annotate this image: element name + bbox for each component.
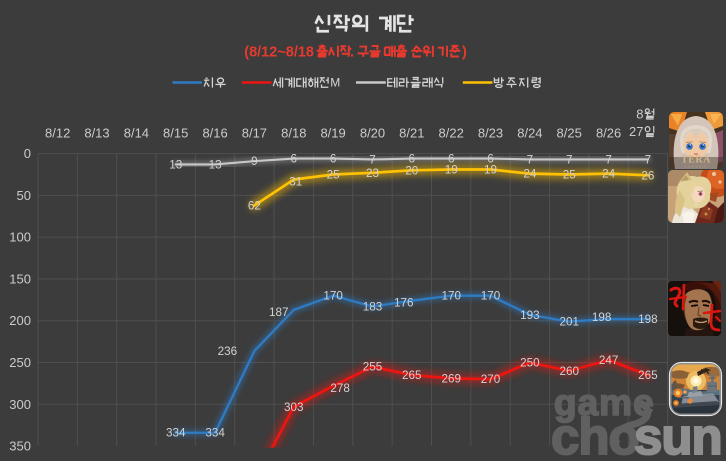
svg-text:8/23: 8/23 (478, 126, 503, 141)
svg-text:TERA: TERA (681, 155, 711, 166)
svg-text:8/25: 8/25 (557, 126, 582, 141)
svg-text:.: . (350, 45, 354, 61)
svg-text:170: 170 (323, 290, 343, 303)
svg-text:350: 350 (9, 439, 31, 454)
svg-text:8/24: 8/24 (517, 126, 542, 141)
svg-text:(8/12~8/18: (8/12~8/18 (244, 45, 314, 61)
svg-text:23: 23 (366, 167, 379, 180)
svg-text:8/21: 8/21 (399, 126, 424, 141)
svg-text:8/22: 8/22 (439, 126, 464, 141)
svg-text:20: 20 (405, 164, 419, 177)
svg-text:170: 170 (441, 290, 461, 303)
svg-text:25: 25 (327, 169, 341, 182)
svg-text:8/17: 8/17 (242, 126, 267, 141)
svg-text:6: 6 (487, 153, 494, 166)
svg-text:183: 183 (363, 301, 383, 314)
svg-text:8/20: 8/20 (360, 126, 385, 141)
svg-text:198: 198 (638, 313, 658, 326)
svg-text:62: 62 (248, 199, 261, 212)
svg-text:260: 260 (559, 365, 579, 378)
svg-text:8/14: 8/14 (124, 126, 149, 141)
svg-text:300: 300 (9, 397, 31, 412)
svg-text:50: 50 (17, 188, 31, 203)
svg-text:278: 278 (330, 382, 350, 395)
svg-text:193: 193 (520, 309, 540, 322)
svg-text:8/16: 8/16 (202, 126, 227, 141)
svg-text:game: game (554, 382, 655, 423)
svg-text:19: 19 (484, 164, 497, 177)
svg-text:6: 6 (409, 153, 416, 166)
svg-text:25: 25 (563, 169, 577, 182)
svg-text:19: 19 (445, 164, 458, 177)
svg-text:0: 0 (24, 146, 31, 161)
svg-text:236: 236 (218, 345, 238, 358)
svg-text:176: 176 (394, 297, 414, 310)
svg-text:7: 7 (369, 153, 376, 166)
svg-text:8/12: 8/12 (45, 126, 70, 141)
svg-text:6: 6 (448, 153, 455, 166)
svg-text:170: 170 (481, 290, 501, 303)
svg-text:247: 247 (599, 354, 619, 367)
svg-text:M: M (330, 76, 340, 90)
svg-text:27: 27 (629, 124, 643, 139)
svg-text:13: 13 (169, 159, 182, 172)
svg-text:24: 24 (602, 168, 616, 181)
svg-text:265: 265 (638, 369, 658, 382)
svg-text:8/26: 8/26 (596, 126, 621, 141)
svg-text:7: 7 (566, 153, 573, 166)
svg-text:8/19: 8/19 (320, 126, 345, 141)
svg-text:255: 255 (363, 361, 383, 374)
svg-text:269: 269 (441, 372, 461, 385)
svg-text:6: 6 (291, 153, 298, 166)
svg-text:7: 7 (645, 153, 652, 166)
svg-text:8/18: 8/18 (281, 126, 306, 141)
svg-text:31: 31 (289, 176, 302, 189)
svg-text:265: 265 (402, 369, 422, 382)
svg-text:200: 200 (9, 313, 31, 328)
svg-text:24: 24 (523, 168, 537, 181)
svg-text:334: 334 (166, 427, 186, 440)
svg-text:7: 7 (605, 153, 612, 166)
svg-text:cho: cho (551, 408, 639, 461)
svg-text:8/13: 8/13 (84, 126, 109, 141)
svg-text:270: 270 (481, 373, 501, 386)
svg-text:6: 6 (330, 153, 337, 166)
svg-text:13: 13 (209, 159, 222, 172)
svg-text:198: 198 (592, 311, 612, 324)
svg-text:CLASSIC: CLASSIC (684, 164, 708, 169)
svg-text:8/15: 8/15 (163, 126, 188, 141)
svg-text:26: 26 (641, 169, 654, 182)
svg-text:303: 303 (284, 401, 304, 414)
svg-text:150: 150 (9, 272, 31, 287)
svg-text:334: 334 (205, 427, 225, 440)
svg-text:): ) (462, 45, 467, 61)
svg-text:7: 7 (527, 153, 534, 166)
svg-text:9: 9 (251, 155, 258, 168)
svg-text:100: 100 (9, 230, 31, 245)
svg-text:201: 201 (559, 316, 579, 329)
svg-text:187: 187 (269, 306, 289, 319)
svg-text:250: 250 (520, 357, 540, 370)
svg-text:250: 250 (9, 355, 31, 370)
svg-text:8: 8 (636, 107, 643, 122)
